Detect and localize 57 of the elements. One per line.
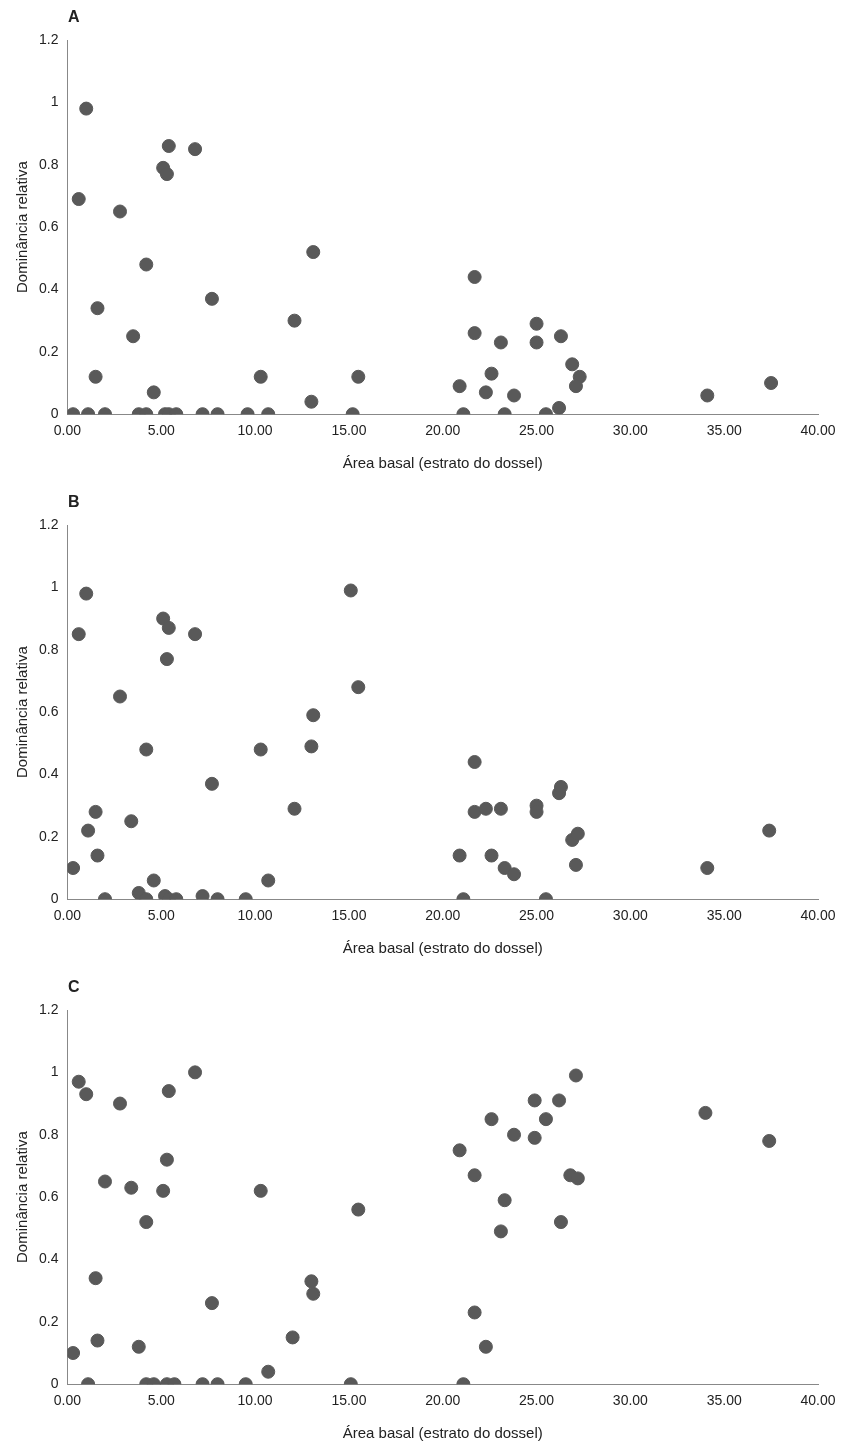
y-tick-label: 0.6 xyxy=(38,217,59,234)
y-tick-label: 0.6 xyxy=(38,1187,59,1204)
x-tick-label: 30.00 xyxy=(612,422,649,439)
y-tick-label: 0.2 xyxy=(38,342,59,359)
y-axis-title: Dominância relativa xyxy=(13,645,31,778)
x-tick-label: 20.00 xyxy=(425,1392,461,1409)
x-tick-label: 40.00 xyxy=(800,1392,836,1409)
x-tick-label: 20.00 xyxy=(425,422,461,439)
x-tick-label: 15.00 xyxy=(331,422,367,439)
y-tick-label: 0.6 xyxy=(38,702,59,719)
y-tick-label: 1.2 xyxy=(38,515,59,532)
y-axis-title: Dominância relativa xyxy=(13,1130,31,1263)
x-tick-label: 35.00 xyxy=(706,1392,742,1409)
x-tick-label: 20.00 xyxy=(425,907,461,924)
x-tick-label: 0.00 xyxy=(53,1392,82,1409)
y-tick-label: 0.8 xyxy=(38,640,59,657)
x-tick-label: 25.00 xyxy=(519,1392,555,1409)
x-tick-label: 40.00 xyxy=(800,422,836,439)
x-tick-label: 30.00 xyxy=(612,907,649,924)
x-tick-label: 30.00 xyxy=(612,1392,649,1409)
x-tick-label: 40.00 xyxy=(800,907,836,924)
y-tick-label: 0.8 xyxy=(38,155,59,172)
y-tick-label: 1 xyxy=(50,1063,59,1080)
x-tick-label: 35.00 xyxy=(706,422,742,439)
y-tick-label: 1.2 xyxy=(38,1000,59,1017)
x-tick-label: 10.00 xyxy=(237,907,273,924)
x-tick-label: 5.00 xyxy=(147,422,176,439)
y-tick-label: 0.2 xyxy=(38,827,59,844)
y-tick-label: 0.4 xyxy=(38,280,59,297)
x-tick-label: 0.00 xyxy=(53,422,82,439)
x-axis-title: Área basal (estrato do dossel) xyxy=(342,454,543,472)
y-tick-label: 0.8 xyxy=(38,1125,59,1142)
y-tick-label: 1 xyxy=(50,578,59,595)
y-axis-title: Dominância relativa xyxy=(13,160,31,293)
y-tick-label: 1 xyxy=(50,93,59,110)
x-tick-label: 15.00 xyxy=(331,1392,367,1409)
chart-title: B xyxy=(68,493,80,511)
y-tick-label: 0 xyxy=(50,1375,59,1392)
chart-title: A xyxy=(68,8,80,26)
x-tick-label: 5.00 xyxy=(147,907,176,924)
x-tick-label: 5.00 xyxy=(147,1392,176,1409)
x-tick-label: 15.00 xyxy=(331,907,367,924)
x-axis-title: Área basal (estrato do dossel) xyxy=(342,939,543,957)
y-tick-label: 1.2 xyxy=(38,30,59,47)
chart-title: C xyxy=(68,978,80,996)
y-tick-label: 0 xyxy=(50,405,59,422)
y-tick-label: 0.4 xyxy=(38,1250,59,1267)
x-axis-title: Área basal (estrato do dossel) xyxy=(342,1424,543,1442)
y-tick-label: 0.2 xyxy=(38,1312,59,1329)
x-tick-label: 10.00 xyxy=(237,1392,273,1409)
x-tick-label: 25.00 xyxy=(519,907,555,924)
x-tick-label: 0.00 xyxy=(53,907,82,924)
x-tick-label: 25.00 xyxy=(519,422,555,439)
x-tick-label: 35.00 xyxy=(706,907,742,924)
y-tick-label: 0.4 xyxy=(38,765,59,782)
x-tick-label: 10.00 xyxy=(237,422,273,439)
y-tick-label: 0 xyxy=(50,890,59,907)
